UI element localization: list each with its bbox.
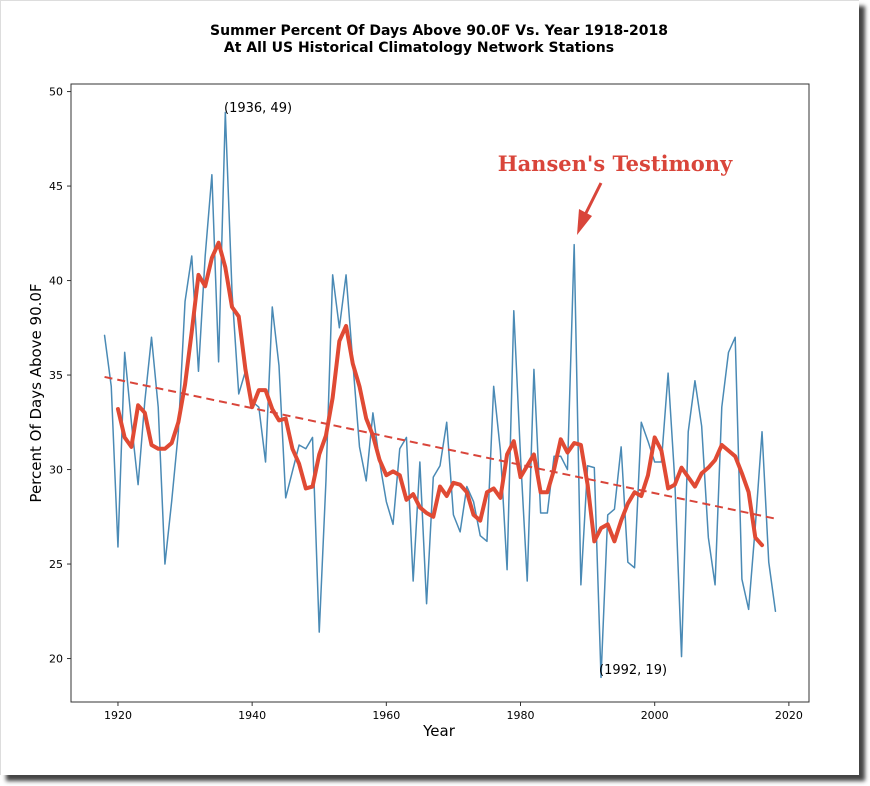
annotation-arrow — [583, 182, 603, 216]
data-line — [103, 111, 777, 679]
y-tick-label: 45 — [49, 180, 63, 193]
y-axis-label: Percent Of Days Above 90.0F — [27, 283, 45, 502]
x-tick-label: 2020 — [775, 709, 803, 722]
x-tick-label: 1980 — [507, 709, 535, 722]
x-tick-label: 2000 — [641, 709, 669, 722]
x-tick-label: 1920 — [104, 709, 132, 722]
annotation-arrowhead — [577, 209, 592, 235]
x-axis-label: Year — [422, 722, 456, 740]
screenshot-frame: Summer Percent Of Days Above 90.0F Vs. Y… — [0, 0, 859, 775]
chart: Summer Percent Of Days Above 90.0F Vs. Y… — [27, 23, 810, 740]
annotation: Hansen's Testimony — [498, 151, 733, 176]
y-tick-label: 20 — [49, 653, 63, 666]
plot-area — [70, 83, 810, 703]
chart-title: Summer Percent Of Days Above 90.0F Vs. Y… — [210, 23, 668, 39]
annotation: (1936, 49) — [224, 101, 292, 116]
y-tick-label: 40 — [49, 275, 63, 288]
x-tick-label: 1960 — [372, 709, 400, 722]
data-line — [104, 375, 776, 520]
x-tick-label: 1940 — [238, 709, 266, 722]
y-tick-label: 50 — [49, 86, 63, 99]
data-line — [115, 240, 765, 548]
chart-subtitle: At All US Historical Climatology Network… — [224, 40, 614, 56]
annotation: (1992, 19) — [599, 663, 667, 678]
y-tick-label: 25 — [49, 558, 63, 571]
y-tick-label: 35 — [49, 369, 63, 382]
y-tick-label: 30 — [49, 464, 63, 477]
